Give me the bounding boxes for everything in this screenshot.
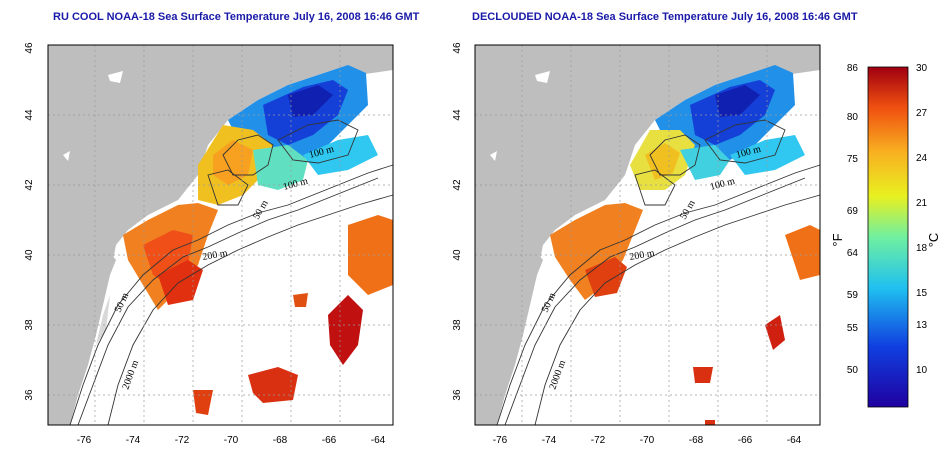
right-y-axis: 36 38 40 42 44 46 — [452, 42, 463, 401]
x-tick: -64 — [371, 435, 386, 446]
lat-lon-grid — [475, 45, 820, 425]
y-tick: 44 — [24, 109, 35, 121]
c-label: 15 — [916, 288, 928, 299]
x-tick: -76 — [493, 435, 508, 446]
f-label: 55 — [847, 323, 859, 334]
temperature-colorbar: 86 80 75 69 64 59 55 50 30 27 24 21 18 1… — [830, 63, 941, 408]
map-frame — [47, 44, 394, 426]
left-x-axis: -76 -74 -72 -70 -68 -66 -64 — [77, 435, 386, 446]
fahrenheit-unit-label: °F — [830, 233, 845, 246]
y-tick: 38 — [452, 319, 463, 331]
x-tick: -70 — [640, 435, 655, 446]
c-label: 13 — [916, 320, 928, 331]
y-tick: 40 — [452, 249, 463, 261]
left-panel-title: RU COOL NOAA-18 Sea Surface Temperature … — [53, 11, 420, 23]
c-label: 24 — [916, 153, 928, 164]
x-tick: -68 — [689, 435, 704, 446]
x-tick: -66 — [738, 435, 753, 446]
x-tick: -76 — [77, 435, 92, 446]
f-label: 75 — [847, 154, 859, 165]
x-tick: -74 — [542, 435, 557, 446]
x-tick: -74 — [126, 435, 141, 446]
left-y-axis: 36 38 40 42 44 46 — [24, 42, 35, 401]
c-label: 10 — [916, 365, 928, 376]
right-panel-title: DECLOUDED NOAA-18 Sea Surface Temperatur… — [472, 11, 858, 23]
f-label: 69 — [847, 206, 859, 217]
c-label: 27 — [916, 108, 928, 119]
lat-lon-grid — [48, 45, 393, 425]
f-label: 50 — [847, 365, 859, 376]
right-map-panel: 100 m 100 m 50 m 200 m 50 m 2000 m — [474, 44, 821, 426]
y-tick: 42 — [452, 179, 463, 191]
bathymetry-contours — [496, 119, 821, 426]
y-tick: 46 — [452, 42, 463, 54]
x-tick: -72 — [175, 435, 190, 446]
y-tick: 44 — [452, 109, 463, 121]
x-tick: -64 — [787, 435, 802, 446]
left-map-panel: 100 m 100 m 50 m 200 m 50 m 2000 m — [47, 44, 394, 426]
land-mass — [48, 45, 358, 425]
x-tick: -70 — [224, 435, 239, 446]
c-label: 18 — [916, 243, 928, 254]
f-label: 64 — [847, 248, 859, 259]
bathymetry-contours — [69, 119, 394, 426]
y-tick: 36 — [24, 389, 35, 401]
c-label: 30 — [916, 63, 928, 74]
contour-label: 200 m — [629, 248, 656, 263]
y-tick: 46 — [24, 42, 35, 54]
right-x-axis: -76 -74 -72 -70 -68 -66 -64 — [493, 435, 802, 446]
land-mass — [475, 45, 785, 425]
f-label: 59 — [847, 290, 859, 301]
map-frame — [474, 44, 821, 426]
y-tick: 38 — [24, 319, 35, 331]
x-tick: -66 — [322, 435, 337, 446]
f-label: 80 — [847, 112, 859, 123]
f-label: 86 — [847, 63, 859, 74]
colorbar-gradient — [867, 66, 909, 408]
celsius-unit-label: °C — [926, 233, 941, 248]
y-tick: 36 — [452, 389, 463, 401]
c-label: 21 — [916, 198, 928, 209]
x-tick: -72 — [591, 435, 606, 446]
y-tick: 42 — [24, 179, 35, 191]
contour-label: 200 m — [202, 248, 229, 263]
x-tick: -68 — [273, 435, 288, 446]
y-tick: 40 — [24, 249, 35, 261]
